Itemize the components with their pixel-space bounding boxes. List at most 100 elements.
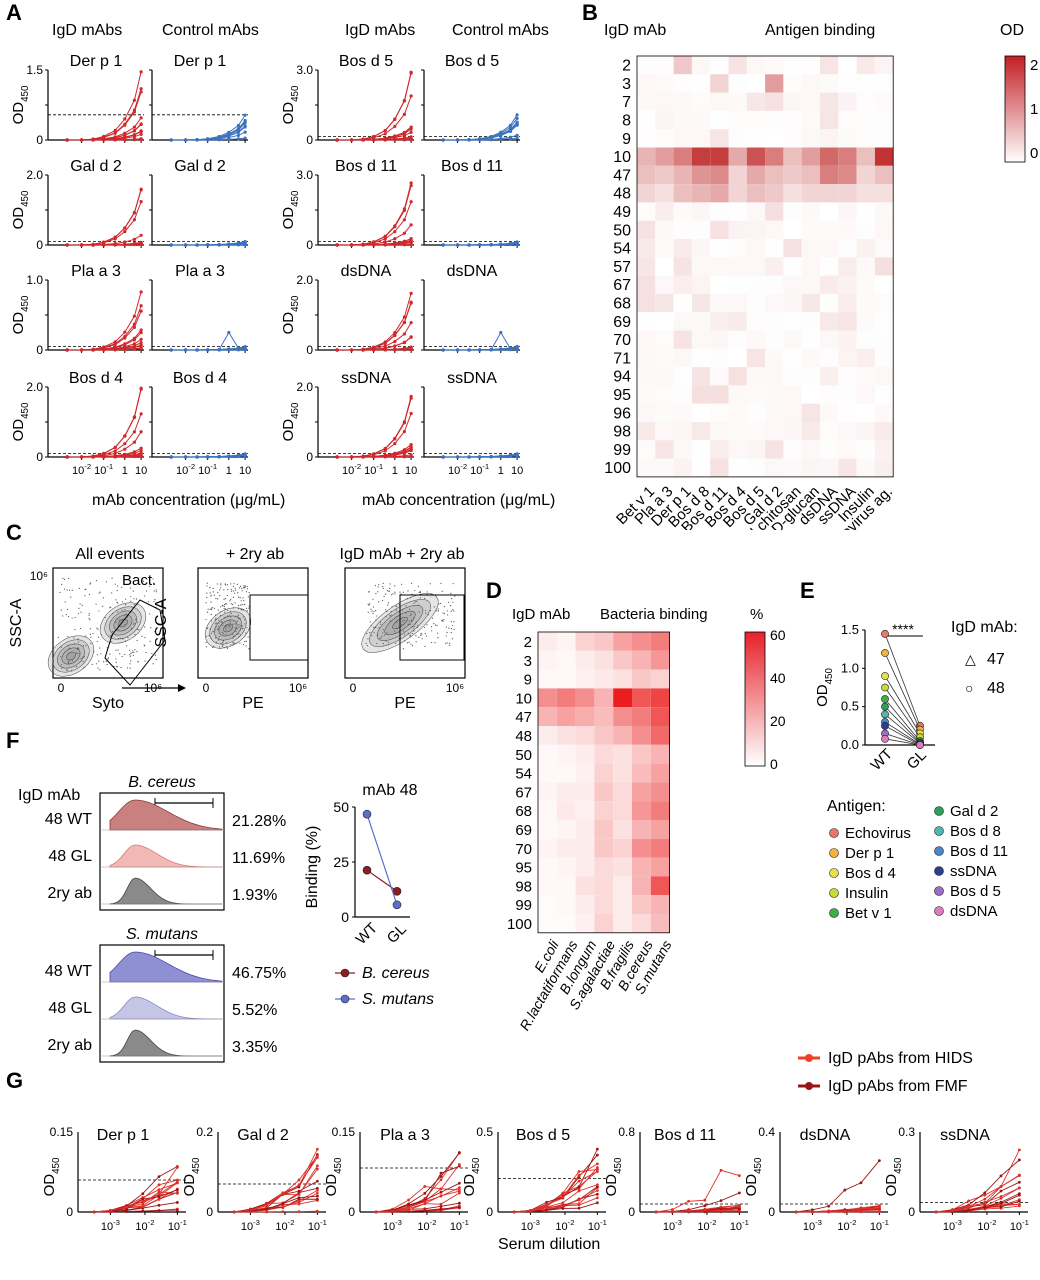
c-event xyxy=(399,591,401,593)
c-event xyxy=(60,609,62,611)
c-event xyxy=(366,632,368,635)
b-cell xyxy=(673,385,692,404)
a-plot-title: ssDNA xyxy=(341,370,391,387)
d-cell xyxy=(556,876,576,896)
a-point xyxy=(402,98,406,103)
g-plot-title: dsDNA xyxy=(800,1127,851,1144)
c-event xyxy=(115,665,117,667)
g-curve xyxy=(656,1169,740,1213)
c-event xyxy=(225,628,227,630)
d-cell xyxy=(594,688,614,708)
d-cell xyxy=(556,895,576,914)
g-point xyxy=(457,1186,461,1190)
b-row-label: 50 xyxy=(613,222,631,239)
a-point xyxy=(361,243,365,247)
b-cell xyxy=(673,129,692,148)
c-event xyxy=(221,642,224,644)
c-event xyxy=(143,644,145,646)
b-cell xyxy=(637,275,656,294)
a-point xyxy=(350,138,354,142)
d-cell xyxy=(538,857,557,877)
c-event xyxy=(150,627,152,629)
c-event xyxy=(137,628,139,631)
c-event xyxy=(124,604,127,606)
b-cell xyxy=(728,458,747,477)
a-xlabel-left: mAb concentration (μg/mL) xyxy=(92,492,286,509)
g-y-min: 0 xyxy=(348,1205,355,1219)
e-legend-label: 48 xyxy=(987,680,1005,697)
c-event xyxy=(74,628,76,631)
b-cell xyxy=(856,147,875,166)
panel-label-g: G xyxy=(6,1068,24,1093)
c-event xyxy=(237,592,239,594)
b-row-label: 9 xyxy=(622,131,631,148)
b-cell xyxy=(710,458,729,477)
a-point xyxy=(515,344,519,349)
b-cell xyxy=(655,312,674,331)
c-event xyxy=(205,618,207,621)
d-cell xyxy=(594,838,614,858)
g-curve xyxy=(656,1204,740,1213)
g-y-min: 0 xyxy=(768,1205,775,1219)
b-cell xyxy=(691,110,711,130)
g-point xyxy=(843,1210,847,1213)
g-point xyxy=(423,1185,427,1188)
b-cell xyxy=(710,385,729,404)
g-point xyxy=(249,1210,252,1214)
a-point xyxy=(393,441,397,446)
g-point xyxy=(297,1183,301,1187)
b-cell xyxy=(801,330,820,349)
g-point xyxy=(529,1209,532,1212)
d-cell xyxy=(538,914,557,933)
d-cell xyxy=(575,801,595,820)
g-point xyxy=(1017,1180,1021,1184)
b-cell xyxy=(691,367,711,386)
c-event xyxy=(223,603,226,606)
f-row-header: IgD mAb xyxy=(18,787,80,804)
c-event xyxy=(369,632,371,634)
a-point xyxy=(227,243,231,247)
a-point xyxy=(80,138,84,142)
e-wt-point xyxy=(881,629,889,638)
c-event xyxy=(241,628,243,630)
a-point xyxy=(132,314,136,318)
b-cell xyxy=(783,348,802,368)
e-pair-line xyxy=(884,725,921,746)
a-point xyxy=(65,243,69,247)
f-line-series xyxy=(366,869,398,892)
a-point xyxy=(383,449,387,453)
c-event xyxy=(394,591,396,593)
c-event xyxy=(239,642,241,644)
x-tick-label: 10-2 xyxy=(342,462,361,477)
c-event xyxy=(236,583,238,585)
b-cell xyxy=(746,110,766,130)
a-point xyxy=(508,137,512,141)
g-point xyxy=(92,1210,96,1214)
c-event xyxy=(99,591,101,593)
c-event xyxy=(97,667,99,669)
c-event xyxy=(132,590,134,592)
e-legend-symbol: ○ xyxy=(965,680,973,696)
b-cell xyxy=(783,275,802,294)
b-cell xyxy=(710,74,729,93)
c-event xyxy=(116,601,118,603)
g-x-tick-label: 10-3 xyxy=(521,1218,540,1233)
c-contour xyxy=(104,606,142,640)
a-point xyxy=(243,136,247,140)
c-event xyxy=(133,651,135,653)
y-tick-max: 2.0 xyxy=(26,380,43,394)
b-cell xyxy=(856,257,875,276)
b-cell xyxy=(637,385,656,404)
b-cell xyxy=(655,239,674,258)
g-point xyxy=(457,1151,461,1155)
d-cell xyxy=(556,650,576,670)
c-event xyxy=(66,589,68,591)
c-event xyxy=(102,605,104,607)
g-x-tick-label: 10-2 xyxy=(417,1218,436,1233)
g-point xyxy=(595,1168,599,1171)
a-point xyxy=(139,122,143,127)
g-point xyxy=(315,1188,319,1192)
b-cell xyxy=(728,275,747,294)
a-point xyxy=(206,137,210,141)
